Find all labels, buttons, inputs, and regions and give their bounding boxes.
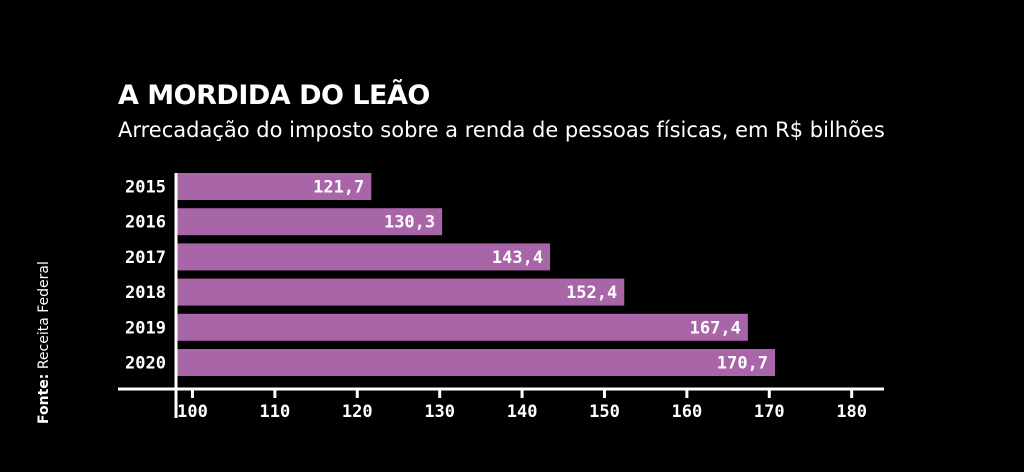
bar-2020 [176, 349, 776, 376]
value-label-2017: 143,4 [492, 248, 543, 268]
category-label-2017: 2017 [125, 248, 166, 268]
x-tick-label-110: 110 [260, 402, 291, 422]
bar-2019 [176, 313, 748, 341]
chart-subtitle: Arrecadação do imposto sobre a renda de … [118, 118, 885, 142]
value-label-2015: 121,7 [313, 178, 364, 198]
x-tick-label-120: 120 [342, 402, 373, 422]
category-label-2016: 2016 [125, 213, 166, 233]
value-label-2020: 170,7 [717, 354, 768, 374]
value-label-2016: 130,3 [384, 213, 435, 233]
bars-group: 2015 121,7 2016 130,3 2017 143,4 2018 152,4 2019… [125, 173, 776, 376]
x-tick-label-180: 180 [836, 402, 867, 422]
category-label-2015: 2015 [125, 178, 166, 198]
value-label-2018: 152,4 [566, 283, 617, 303]
category-label-2019: 2019 [125, 318, 166, 338]
x-tick-label-170: 170 [754, 402, 785, 422]
chart-title: A MORDIDA DO LEÃO [118, 80, 430, 111]
x-tick-label-150: 150 [589, 402, 620, 422]
bar-2016 [176, 208, 443, 236]
axes-group: 100 110 120 130 140 150 160 170 180 [118, 173, 884, 422]
category-label-2018: 2018 [125, 283, 166, 303]
bar-2015 [176, 173, 372, 200]
x-tick-label-160: 160 [672, 402, 703, 422]
x-tick-label-140: 140 [507, 402, 538, 422]
x-tick-label-130: 130 [424, 402, 455, 422]
category-label-2020: 2020 [125, 354, 166, 374]
value-label-2019: 167,4 [690, 318, 741, 338]
bar-2018 [176, 278, 625, 306]
x-tick-label-100: 100 [177, 402, 208, 422]
bar-2017 [176, 243, 551, 271]
